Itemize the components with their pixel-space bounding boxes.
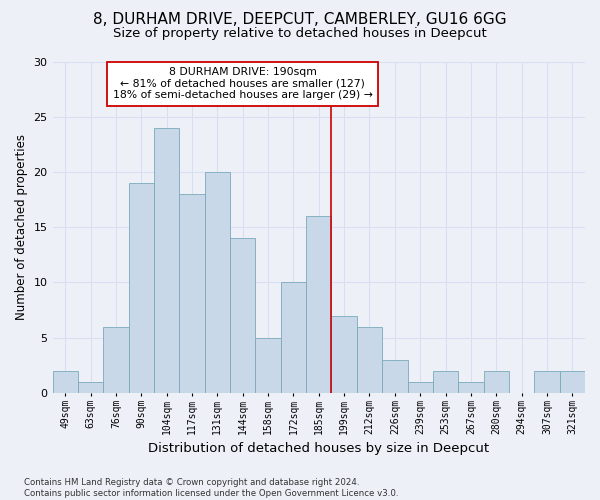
Bar xyxy=(256,338,281,393)
Bar xyxy=(433,371,458,393)
Bar xyxy=(78,382,103,393)
Bar xyxy=(357,326,382,393)
Bar xyxy=(458,382,484,393)
Bar xyxy=(560,371,585,393)
Bar xyxy=(484,371,509,393)
Bar xyxy=(230,238,256,393)
Bar xyxy=(281,282,306,393)
Bar xyxy=(306,216,331,393)
Bar xyxy=(128,183,154,393)
Bar xyxy=(179,194,205,393)
Y-axis label: Number of detached properties: Number of detached properties xyxy=(15,134,28,320)
Text: Size of property relative to detached houses in Deepcut: Size of property relative to detached ho… xyxy=(113,28,487,40)
Text: 8 DURHAM DRIVE: 190sqm
← 81% of detached houses are smaller (127)
18% of semi-de: 8 DURHAM DRIVE: 190sqm ← 81% of detached… xyxy=(113,67,373,100)
Bar xyxy=(534,371,560,393)
Bar xyxy=(103,326,128,393)
Text: 8, DURHAM DRIVE, DEEPCUT, CAMBERLEY, GU16 6GG: 8, DURHAM DRIVE, DEEPCUT, CAMBERLEY, GU1… xyxy=(93,12,507,28)
Text: Contains HM Land Registry data © Crown copyright and database right 2024.
Contai: Contains HM Land Registry data © Crown c… xyxy=(24,478,398,498)
X-axis label: Distribution of detached houses by size in Deepcut: Distribution of detached houses by size … xyxy=(148,442,490,455)
Bar xyxy=(382,360,407,393)
Bar xyxy=(407,382,433,393)
Bar xyxy=(53,371,78,393)
Bar xyxy=(154,128,179,393)
Bar xyxy=(205,172,230,393)
Bar xyxy=(331,316,357,393)
